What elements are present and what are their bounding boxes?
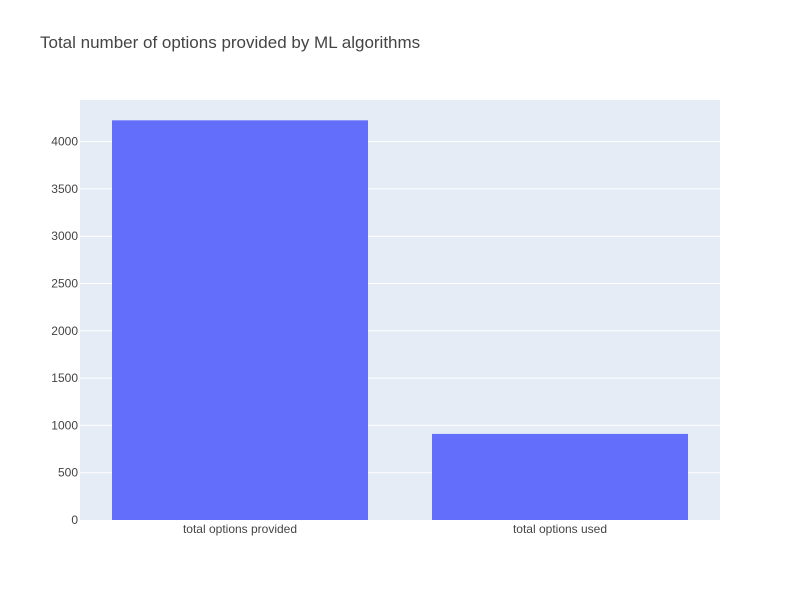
y-tick-label: 1500: [51, 371, 78, 385]
y-tick-label: 0: [71, 513, 78, 527]
x-axis-ticks: total options provided total options used: [183, 522, 607, 536]
bar-total-options-used[interactable]: [432, 433, 688, 520]
y-tick-label: 2000: [51, 324, 78, 338]
bar-total-options-provided[interactable]: [112, 120, 368, 521]
y-axis-ticks: 0 500 1000 1500 2000 2500 3000 3500 4000: [51, 135, 78, 527]
chart-title: Total number of options provided by ML a…: [40, 33, 421, 52]
y-tick-label: 3500: [51, 182, 78, 196]
y-tick-label: 500: [58, 466, 78, 480]
y-tick-label: 3000: [51, 229, 78, 243]
x-tick-label: total options used: [513, 522, 607, 536]
y-tick-label: 4000: [51, 135, 78, 149]
y-tick-label: 2500: [51, 277, 78, 291]
x-tick-label: total options provided: [183, 522, 297, 536]
bars: [112, 120, 688, 521]
y-tick-label: 1000: [51, 418, 78, 432]
